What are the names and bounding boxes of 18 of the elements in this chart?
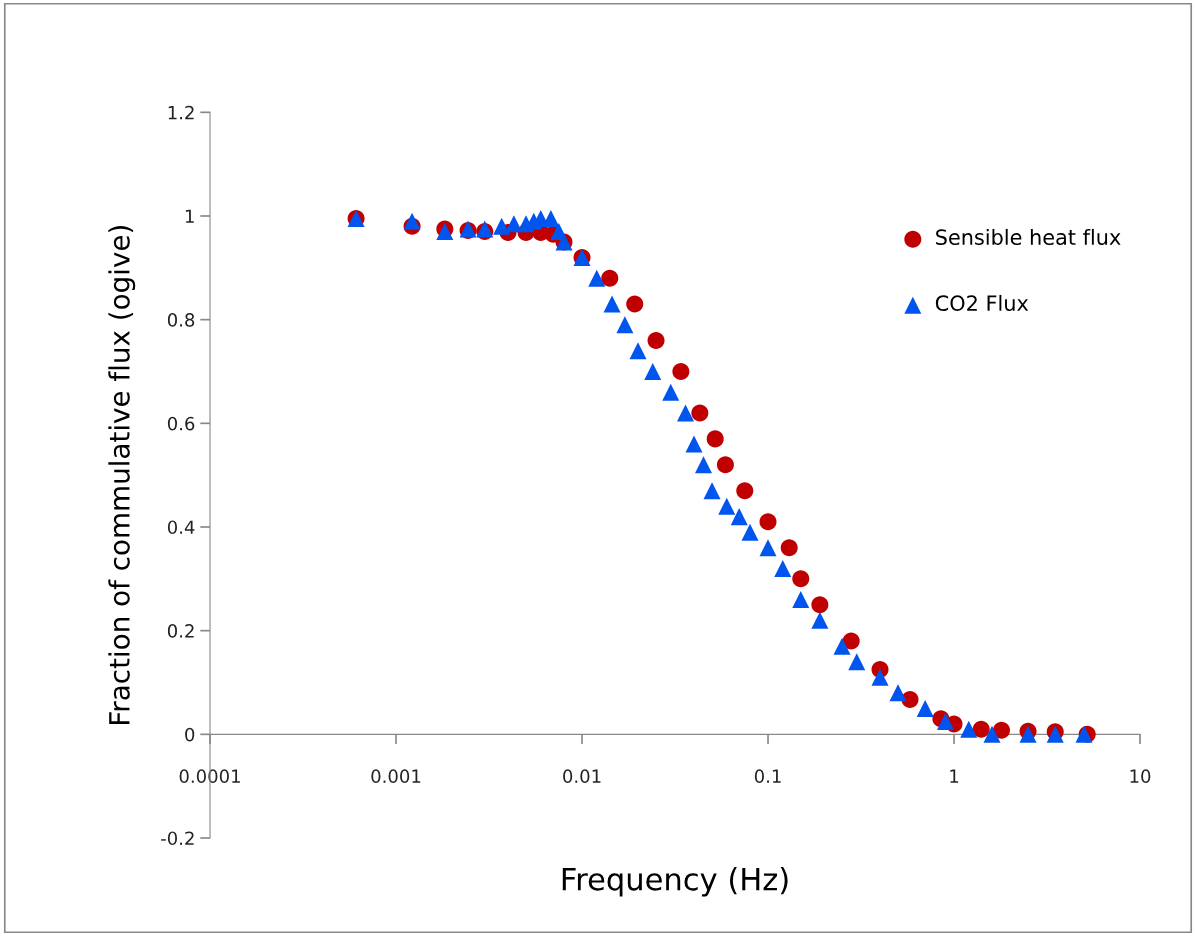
y-tick-label: 1 bbox=[185, 209, 194, 223]
y-tick-label: 0.2 bbox=[167, 624, 194, 638]
legend-label: CO2 Flux bbox=[935, 294, 1029, 312]
x-tick-label: 0.1 bbox=[754, 769, 781, 784]
y-tick-label: 0.6 bbox=[167, 416, 195, 431]
y-tick-label: 0.8 bbox=[167, 313, 195, 327]
legend-label: Sensible heat flux bbox=[936, 228, 1121, 246]
x-axis-title: Frequency (Hz) bbox=[562, 867, 788, 897]
y-tick-label: 0.4 bbox=[167, 520, 195, 535]
x-tick-label: 0.001 bbox=[371, 769, 421, 784]
y-axis-title: Fraction of commulative flux (ogive) bbox=[108, 226, 136, 724]
y-tick-label: 1.2 bbox=[168, 105, 194, 120]
y-tick-label: -0.2 bbox=[161, 831, 194, 846]
x-tick-label: 0.01 bbox=[563, 769, 601, 784]
x-tick-label: 10 bbox=[1130, 769, 1151, 784]
y-tick-label: 0 bbox=[185, 727, 195, 742]
x-tick-label: 1 bbox=[950, 769, 959, 783]
x-tick-label: 0.0001 bbox=[179, 769, 240, 784]
